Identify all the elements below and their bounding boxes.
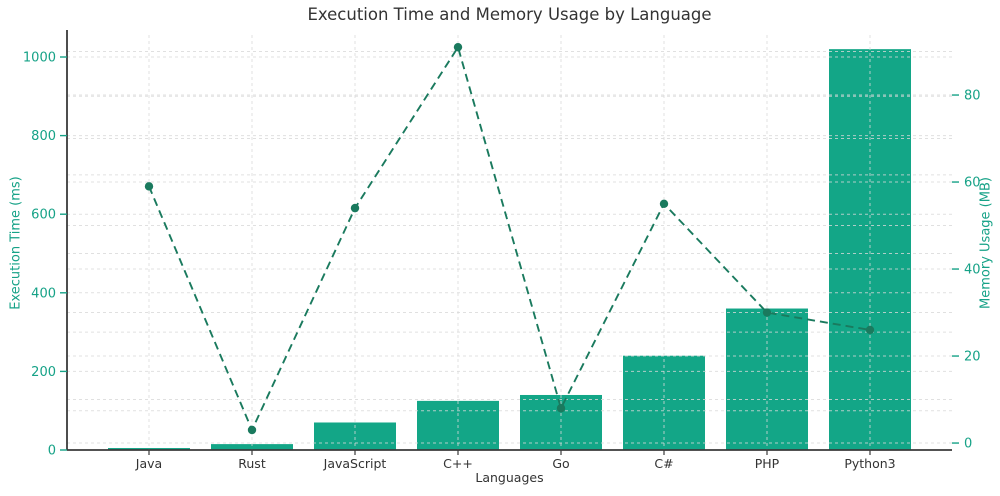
x-tick-label-rust: Rust xyxy=(238,456,266,471)
memory-usage-line xyxy=(148,44,871,433)
memory-marker-javascript xyxy=(350,203,360,213)
chart-title: Execution Time and Memory Usage by Langu… xyxy=(307,5,712,24)
y-tick-label-left: 400 xyxy=(31,286,56,301)
y-tick-label-right: 20 xyxy=(964,350,981,365)
x-tick-label-php: PHP xyxy=(755,456,780,471)
x-tick-label-csharp: C# xyxy=(654,456,673,471)
memory-marker-go xyxy=(556,404,566,413)
x-tick-label-python3: Python3 xyxy=(844,456,895,471)
memory-marker-php xyxy=(762,308,772,317)
x-tick-label-go: Go xyxy=(552,456,569,471)
x-tick-label-cpp: C++ xyxy=(443,456,473,471)
y-tick-label-left: 600 xyxy=(31,208,56,223)
y-tick-label-left: 0 xyxy=(48,444,56,459)
x-tick-label-java: Java xyxy=(135,456,162,471)
y-tick-label-left: 200 xyxy=(31,365,56,380)
memory-marker-cpp xyxy=(453,42,463,52)
memory-marker-java xyxy=(144,182,154,191)
memory-marker-csharp xyxy=(659,199,669,208)
y-tick-label-left: 1000 xyxy=(23,51,56,66)
memory-marker-rust xyxy=(247,425,257,435)
memory-marker-python3 xyxy=(865,325,875,335)
y-tick-label-left: 800 xyxy=(31,129,56,144)
bar-rust xyxy=(211,444,293,450)
y-tick-label-right: 80 xyxy=(964,89,981,104)
y-tick-label-right: 60 xyxy=(964,176,981,191)
y-tick-label-right: 0 xyxy=(964,437,972,452)
x-tick-label-javascript: JavaScript xyxy=(323,456,387,471)
x-axis-title: Languages xyxy=(475,470,544,485)
y-tick-label-right: 40 xyxy=(964,263,981,278)
